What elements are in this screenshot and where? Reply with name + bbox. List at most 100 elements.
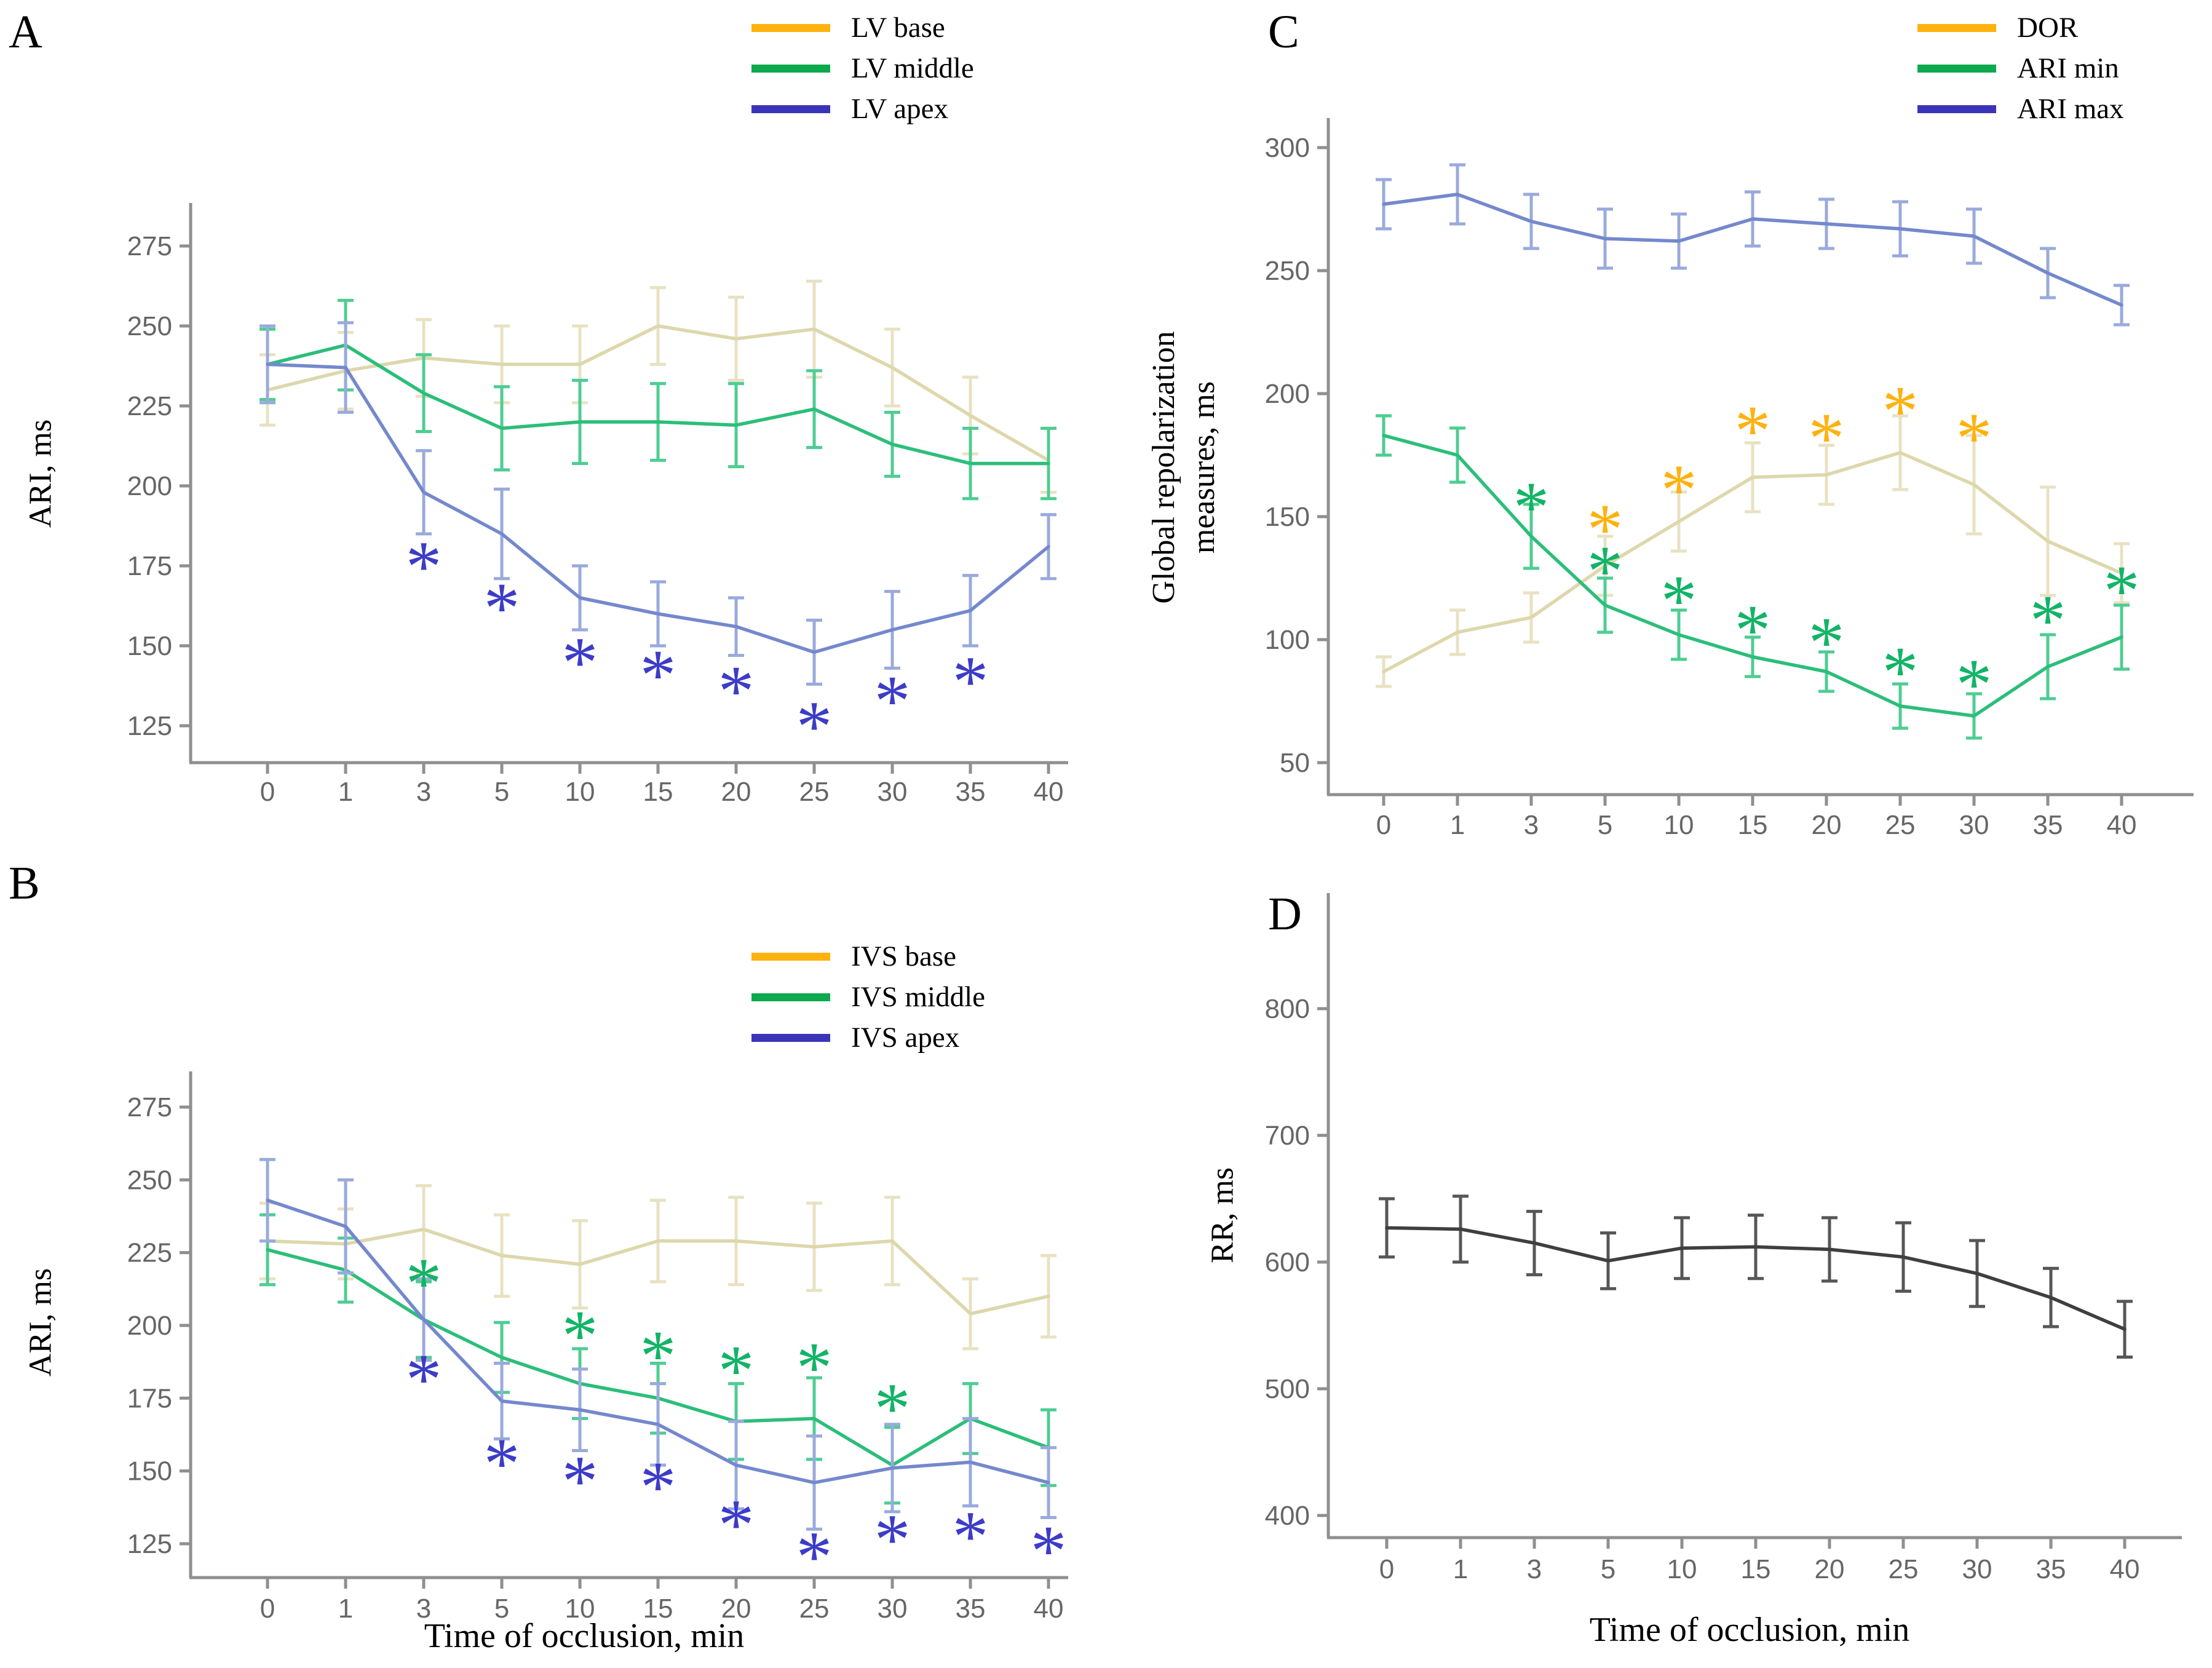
x-tick-label: 30 [878, 777, 908, 807]
y-tick-label: 175 [127, 1383, 172, 1413]
y-tick-label: 500 [1265, 1374, 1310, 1404]
legend-row: ARI min [1917, 48, 2124, 89]
y-tick-label: 100 [1265, 625, 1310, 655]
significance-asterisk: * [1587, 489, 1623, 570]
legend-label: DOR [2017, 12, 2079, 44]
legend-swatch-ivs-apex [751, 1033, 830, 1042]
x-tick-label: 20 [721, 777, 751, 807]
x-tick-label: 3 [416, 777, 431, 807]
significance-asterisk: * [1882, 371, 1919, 451]
panel-b-legend: IVS base IVS middle IVS apex [751, 936, 985, 1058]
significance-asterisk: * [1513, 467, 1550, 547]
legend-label: IVS apex [851, 1022, 960, 1054]
significance-asterisk: * [1882, 632, 1919, 712]
series-line-ari-min [1382, 434, 2123, 718]
x-tick-label: 0 [260, 777, 275, 807]
x-tick-label: 25 [799, 777, 830, 807]
x-tick-label: 25 [1885, 810, 1916, 840]
legend-label: ARI max [2017, 93, 2124, 125]
y-tick-label: 800 [1265, 994, 1310, 1024]
y-tick-label: 700 [1265, 1121, 1310, 1151]
significance-asterisk: * [796, 686, 833, 766]
significance-asterisk: * [484, 1423, 520, 1504]
x-tick-label: 5 [494, 1594, 509, 1624]
significance-asterisk: * [562, 1441, 598, 1522]
x-tick-label: 3 [1527, 1554, 1542, 1584]
series-line-ivs-apex [266, 1198, 1050, 1485]
significance-asterisk: * [1735, 590, 1771, 670]
legend-row: IVS middle [751, 977, 985, 1017]
significance-asterisk: * [1809, 398, 1845, 479]
panel-a-ylabel: ARI, ms [23, 419, 58, 528]
significance-asterisk: * [1956, 398, 1992, 479]
series-line-ari-max [1382, 193, 2123, 307]
y-tick-label: 150 [127, 631, 172, 661]
x-tick-label: 40 [1034, 777, 1064, 807]
x-tick-label: 15 [643, 1594, 673, 1624]
x-tick-label: 1 [338, 1594, 353, 1624]
legend-row: LV base [751, 7, 974, 48]
y-tick-label: 200 [127, 1311, 172, 1341]
x-tick-label: 15 [643, 777, 673, 807]
x-tick-label: 15 [1738, 810, 1768, 840]
y-tick-label: 175 [127, 551, 172, 581]
y-tick-label: 125 [127, 1529, 172, 1559]
significance-asterisk: * [562, 1295, 598, 1376]
x-tick-label: 35 [956, 777, 986, 807]
panel-b-xlabel: Time of occlusion, min [424, 1617, 745, 1655]
significance-asterisk: * [874, 1368, 911, 1448]
legend-swatch-ivs-base [751, 952, 830, 961]
x-tick-label: 5 [1601, 1554, 1615, 1584]
legend-label: LV base [851, 12, 945, 44]
x-tick-label: 20 [1815, 1554, 1845, 1584]
panel-c-ylabel: Global repolarization measures, ms [1144, 331, 1224, 603]
x-tick-label: 10 [1664, 810, 1694, 840]
significance-asterisk: * [2030, 580, 2066, 661]
legend-swatch-ari-min [1917, 64, 1996, 73]
panel-a-legend: LV base LV middle LV apex [751, 7, 974, 129]
significance-asterisk: * [1735, 391, 1771, 471]
significance-asterisk: * [874, 661, 911, 741]
y-tick-label: 200 [127, 471, 172, 501]
y-tick-label: 250 [127, 1165, 172, 1195]
y-tick-label: 225 [127, 391, 172, 421]
x-tick-label: 35 [956, 1594, 986, 1624]
x-tick-label: 10 [565, 1594, 595, 1624]
significance-asterisk: * [953, 1496, 989, 1577]
x-tick-label: 25 [1889, 1554, 1919, 1584]
significance-asterisk: * [718, 1485, 755, 1565]
significance-asterisk: * [2104, 550, 2140, 631]
legend-row: IVS base [751, 936, 985, 977]
x-tick-label: 0 [1376, 810, 1391, 840]
x-tick-label: 10 [1667, 1554, 1697, 1584]
series-line-lv-apex [266, 362, 1050, 654]
x-tick-label: 40 [2110, 1554, 2140, 1584]
x-tick-label: 25 [799, 1594, 830, 1624]
significance-asterisk: * [796, 1327, 833, 1408]
significance-asterisk: * [1661, 560, 1697, 641]
significance-asterisk: * [640, 635, 676, 715]
legend-swatch-lv-middle [751, 64, 830, 73]
legend-swatch-lv-base [751, 23, 830, 32]
panel-b-ylabel: ARI, ms [23, 1268, 58, 1377]
legend-label: IVS middle [851, 981, 986, 1013]
significance-asterisk: * [1031, 1511, 1067, 1591]
series-line-lv-middle [266, 343, 1050, 466]
x-tick-label: 1 [1450, 810, 1465, 840]
significance-asterisk: * [406, 1243, 442, 1324]
significance-asterisk: * [796, 1517, 833, 1597]
x-tick-label: 40 [2107, 810, 2137, 840]
significance-asterisk: * [1587, 531, 1623, 611]
series-line-dor [1382, 451, 2123, 673]
panel-d-ylabel: RR, ms [1205, 1167, 1240, 1264]
series-line-lv-base [266, 324, 1050, 463]
significance-asterisk: * [718, 651, 755, 731]
x-tick-label: 0 [260, 1594, 275, 1624]
x-tick-label: 40 [1034, 1594, 1064, 1624]
panel-c-ylabel-line1: Global repolarization [1146, 331, 1181, 604]
y-tick-label: 50 [1280, 748, 1310, 778]
